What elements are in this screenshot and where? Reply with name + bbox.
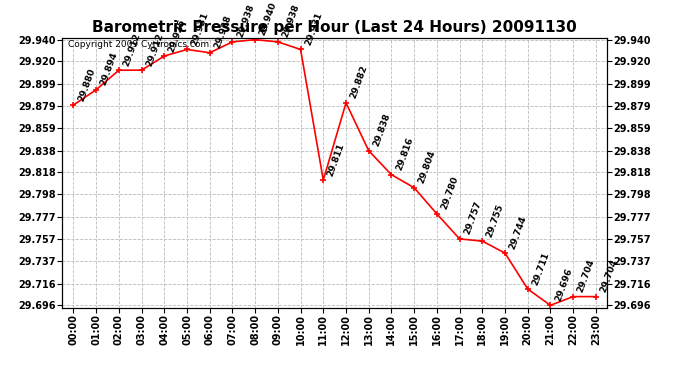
Text: 29.711: 29.711 [531,251,551,286]
Text: Copyright 2009 Cyrtronics.com: Copyright 2009 Cyrtronics.com [68,40,208,49]
Text: 29.704: 29.704 [599,258,619,294]
Text: 29.838: 29.838 [371,112,392,148]
Text: 29.882: 29.882 [348,64,369,100]
Text: 29.931: 29.931 [190,11,210,47]
Text: 29.696: 29.696 [553,267,573,303]
Text: 29.938: 29.938 [235,3,255,39]
Text: 29.928: 29.928 [213,14,233,50]
Text: 29.755: 29.755 [485,202,506,238]
Text: 29.880: 29.880 [76,67,97,102]
Text: 29.804: 29.804 [417,149,437,185]
Text: 29.744: 29.744 [508,214,529,250]
Text: 29.912: 29.912 [144,32,165,68]
Text: 29.780: 29.780 [440,176,460,211]
Text: 29.938: 29.938 [281,3,301,39]
Text: 29.940: 29.940 [258,1,278,37]
Text: 29.704: 29.704 [576,258,596,294]
Text: 29.925: 29.925 [167,17,188,53]
Text: 29.757: 29.757 [462,200,483,236]
Text: 29.816: 29.816 [394,136,415,172]
Text: 29.894: 29.894 [99,51,119,87]
Text: 29.931: 29.931 [304,11,324,47]
Text: 29.912: 29.912 [121,32,142,68]
Title: Barometric Pressure per Hour (Last 24 Hours) 20091130: Barometric Pressure per Hour (Last 24 Ho… [92,20,577,35]
Text: 29.811: 29.811 [326,142,346,177]
